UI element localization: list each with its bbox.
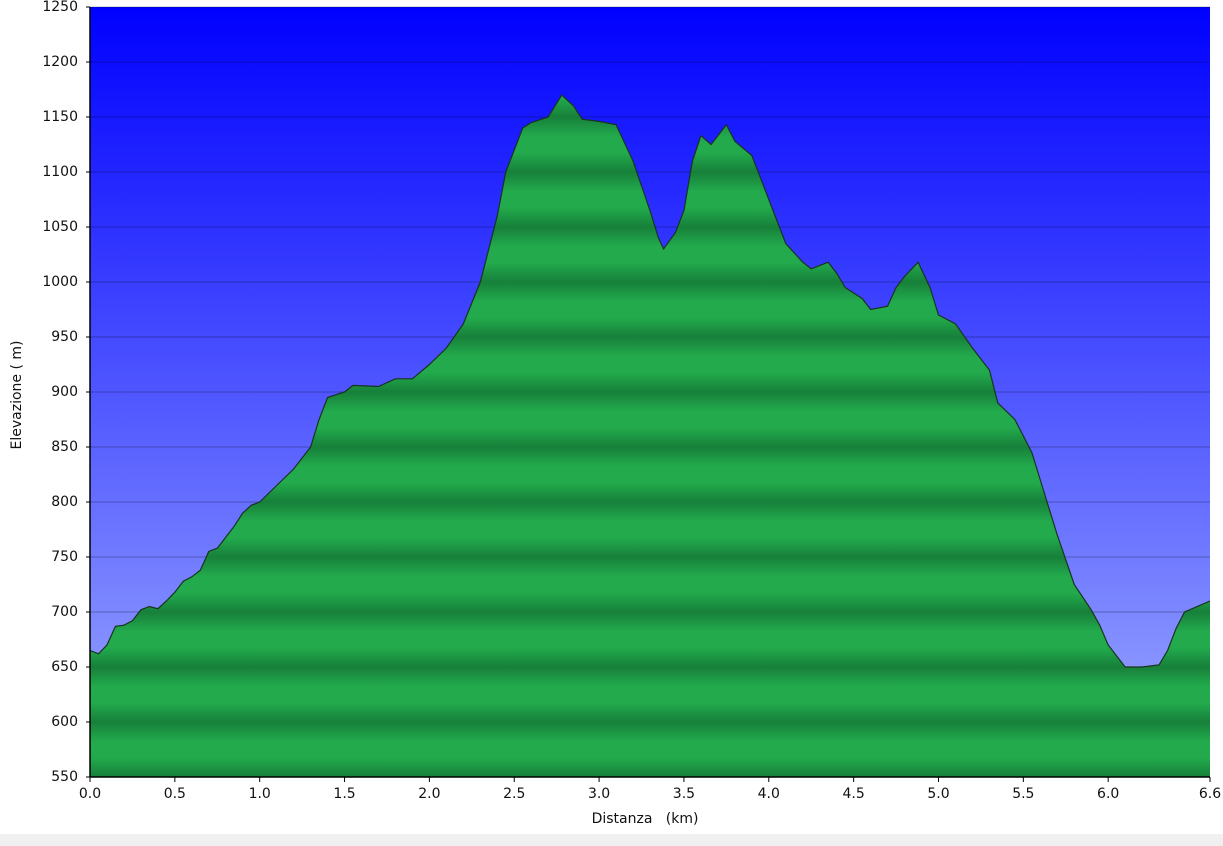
x-tick-label: 6.0 [1097,786,1119,802]
x-tick-label: 2.0 [418,786,440,802]
y-tick-label: 750 [51,549,78,565]
x-tick-label: 5.0 [927,786,949,802]
y-tick-label: 850 [51,439,78,455]
x-tick-label: 3.0 [588,786,610,802]
area [90,95,1210,777]
y-tick-label: 700 [51,604,78,620]
x-tick-label: 5.5 [1012,786,1034,802]
x-tick-label: 4.0 [758,786,780,802]
y-tick-label: 900 [51,384,78,400]
x-axis-label: Distanza (km) [592,811,699,827]
x-tick-label: 6.6 [1199,786,1221,802]
y-tick-label: 1150 [42,109,78,125]
y-tick-label: 1000 [42,274,78,290]
x-tick-label: 1.0 [249,786,271,802]
x-tick-label: 2.5 [503,786,525,802]
y-tick-label: 650 [51,659,78,675]
x-tick-label: 0.5 [164,786,186,802]
y-tick-label: 800 [51,494,78,510]
y-tick-label: 550 [51,769,78,785]
y-tick-label: 600 [51,714,78,730]
y-tick-label: 1100 [42,164,78,180]
x-tick-label: 0.0 [79,786,101,802]
area-outline [89,94,1211,668]
y-tick-label: 1200 [42,54,78,70]
y-tick-label: 1050 [42,219,78,235]
y-tick-label: 1250 [42,0,78,15]
y-axis-label: Elevazione ( m) [9,341,25,450]
x-tick-label: 3.5 [673,786,695,802]
x-tick-label: 1.5 [333,786,355,802]
x-tick-label: 4.5 [843,786,865,802]
y-tick-label: 950 [51,329,78,345]
